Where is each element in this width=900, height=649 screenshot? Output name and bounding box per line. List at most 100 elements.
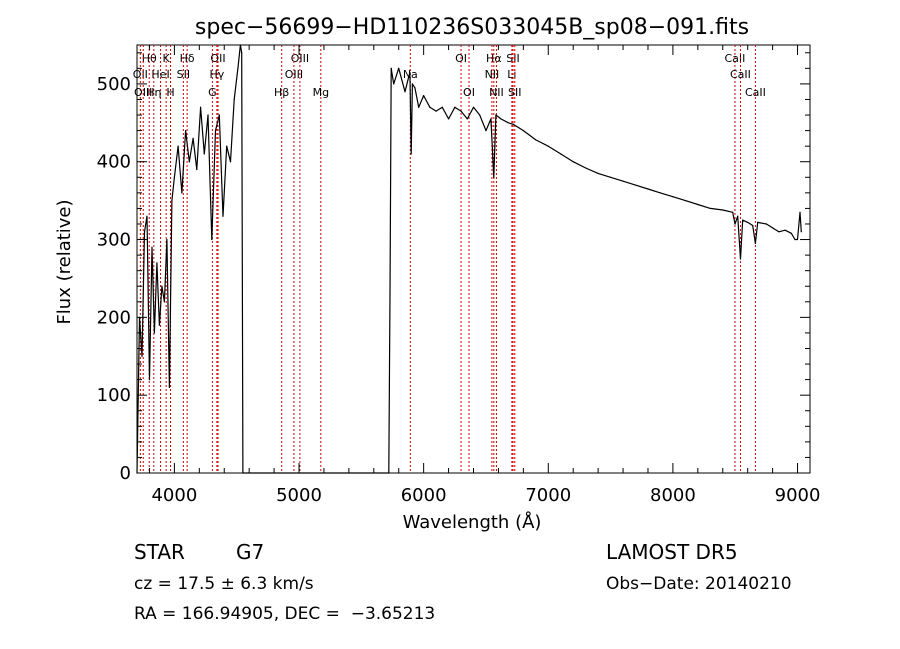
spectrum-data-point bbox=[388, 472, 390, 474]
line-marker-label: G bbox=[208, 86, 217, 99]
spectrum-data-point bbox=[609, 176, 612, 178]
line-marker-label: H bbox=[166, 86, 174, 99]
y-tick-label: 200 bbox=[97, 307, 131, 328]
spectrum-data-point bbox=[560, 153, 562, 155]
line-marker-label: Hα bbox=[486, 52, 502, 65]
spectrum-data-point bbox=[418, 106, 420, 108]
spectrum-data-point bbox=[472, 106, 475, 108]
line-marker-label: CaII bbox=[725, 52, 746, 65]
spectrum-data-point bbox=[409, 71, 411, 73]
line-marker-label: K bbox=[163, 52, 171, 65]
series-group bbox=[136, 44, 802, 474]
spectrum-data-point bbox=[800, 231, 802, 233]
spectrum-data-point bbox=[684, 200, 686, 202]
spectrum-data-point bbox=[765, 223, 767, 225]
spectrum-data-point bbox=[742, 219, 744, 221]
spectrum-data-point bbox=[156, 262, 158, 264]
spectrum-data-point bbox=[188, 161, 190, 163]
spectrum-data-point bbox=[622, 180, 624, 182]
line-marker-label: NII bbox=[489, 86, 504, 99]
chart-title: spec−56699−HD110236S033045B_sp08−091.fit… bbox=[195, 15, 749, 40]
spectrum-data-point bbox=[737, 215, 739, 217]
line-marker-label: CaII bbox=[730, 68, 751, 81]
spectrum-data-point bbox=[229, 161, 232, 163]
spectrum-data-point bbox=[709, 207, 711, 210]
line-marker-label: OI bbox=[455, 52, 467, 65]
line-marker-label: OII bbox=[133, 68, 148, 81]
spectrum-data-point bbox=[572, 161, 574, 163]
spectrum-data-point bbox=[414, 87, 416, 89]
line-marker-label: OI bbox=[463, 86, 475, 99]
spectrum-data-point bbox=[752, 224, 754, 227]
spectrum-data-point bbox=[435, 110, 437, 112]
spectrum-data-point bbox=[757, 221, 759, 224]
spectrum-data-point bbox=[466, 118, 468, 120]
x-tick-label: 4000 bbox=[151, 485, 197, 506]
spectrum-data-point bbox=[141, 355, 143, 357]
spectrum-data-point bbox=[151, 246, 153, 248]
line-marker-label: SII bbox=[506, 52, 519, 65]
spectrum-data-point bbox=[185, 130, 187, 132]
spectrum-data-point bbox=[747, 221, 749, 224]
spectrum-data-point bbox=[411, 83, 414, 85]
spectrum-data-point bbox=[214, 130, 217, 132]
line-marker-label: OII bbox=[210, 52, 225, 65]
spectrum-data-point bbox=[143, 231, 146, 233]
spectrum-data-point bbox=[242, 472, 244, 474]
spectrum-data-point bbox=[239, 44, 242, 46]
line-marker-label: OIII bbox=[291, 52, 309, 65]
spectrum-data-point bbox=[507, 122, 509, 124]
spectrum-data-point bbox=[389, 293, 391, 295]
spectrum-data-point bbox=[393, 83, 395, 85]
spectrum-data-point bbox=[535, 139, 537, 141]
spectrum-data-point bbox=[585, 167, 587, 169]
spectrum-data-point bbox=[739, 258, 742, 260]
spectrum-data-point bbox=[495, 114, 497, 116]
y-tick-label: 300 bbox=[97, 230, 131, 251]
plot-frame bbox=[136, 44, 811, 474]
spectrum-data-point bbox=[161, 285, 163, 287]
line-marker-label: Hη bbox=[146, 86, 161, 99]
spectrum-data-point bbox=[203, 153, 205, 155]
line-marker-label: SII bbox=[177, 68, 190, 81]
spectrum-data-point bbox=[181, 192, 183, 194]
spectrum-data-point bbox=[790, 232, 792, 234]
spectrum-data-point bbox=[778, 231, 780, 233]
y-tick-label: 0 bbox=[120, 463, 131, 484]
spectrum-data-point bbox=[218, 114, 220, 116]
spectrum-data-point bbox=[659, 192, 662, 194]
x-tick-label: 5000 bbox=[276, 485, 322, 506]
spectrum-data-point bbox=[410, 153, 412, 155]
spectrum-data-point bbox=[153, 332, 156, 334]
line-marker-label: CaII bbox=[745, 86, 766, 99]
spectrum-data-point bbox=[447, 118, 450, 120]
observation-date: Obs−Date: 20140210 bbox=[606, 574, 792, 594]
line-marker-label: Mg bbox=[313, 86, 329, 99]
line-marker-label: Hθ bbox=[142, 52, 157, 65]
y-tick-label: 500 bbox=[97, 74, 131, 95]
spectrum-data-point bbox=[196, 168, 198, 171]
spectrum-data-point bbox=[148, 379, 151, 381]
spectrum-data-point bbox=[237, 67, 239, 69]
spectrum-data-point bbox=[597, 172, 599, 174]
spectrum-data-point bbox=[136, 472, 138, 474]
spectrum-data-point bbox=[158, 324, 161, 326]
spectrum-data-point bbox=[211, 238, 213, 241]
spectrum-data-point bbox=[512, 123, 514, 125]
spectrum-data-point bbox=[441, 106, 443, 108]
spectrum-data-point bbox=[697, 203, 699, 206]
spectrum-data-point bbox=[166, 238, 168, 241]
line-marker-label: Hβ bbox=[274, 86, 289, 99]
spectrum-data-point bbox=[722, 209, 724, 211]
x-tick-label: 8000 bbox=[650, 485, 696, 506]
spectrum-data-point bbox=[754, 242, 757, 245]
spectrum-data-point bbox=[241, 52, 243, 54]
x-tick-label: 6000 bbox=[401, 485, 447, 506]
spectrum-data-point bbox=[163, 301, 166, 303]
spectrum-data-point bbox=[226, 145, 228, 147]
spectrum-data-point bbox=[794, 238, 796, 241]
spectrum-data-point bbox=[490, 118, 492, 120]
line-marker-label: SII bbox=[508, 86, 521, 99]
